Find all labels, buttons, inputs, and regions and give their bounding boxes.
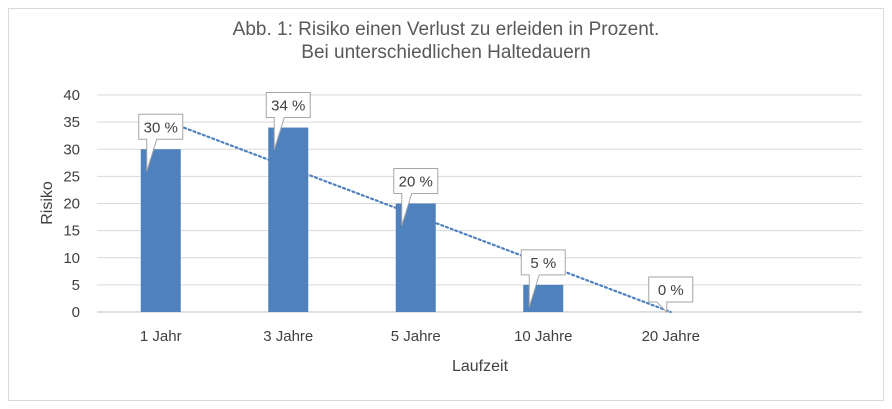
x-tick-label-4: 20 Jahre — [642, 328, 700, 345]
bar-1 — [268, 127, 309, 312]
data-label-text: 20 % — [399, 174, 433, 191]
data-label-callout-0: 30 % — [138, 113, 184, 172]
x-tick-label-0: 1 Jahr — [140, 328, 182, 345]
gridlines — [97, 94, 862, 313]
y-tick-label-35: 35 — [63, 114, 80, 131]
callout-box — [520, 249, 566, 308]
y-tick-label-30: 30 — [63, 141, 80, 158]
callout-box — [265, 92, 311, 150]
bar-0 — [140, 149, 181, 312]
y-tick-label-20: 20 — [63, 196, 80, 213]
data-label-callout-1: 34 % — [265, 92, 311, 150]
y-tick-label-15: 15 — [63, 223, 80, 240]
bars — [140, 127, 564, 312]
data-label-text: 30 % — [144, 119, 178, 136]
trendline-group — [159, 117, 672, 314]
y-tick-label-40: 40 — [63, 87, 80, 104]
data-label-callout-3: 5 % — [520, 249, 566, 308]
x-tick-label-1: 3 Jahre — [263, 328, 313, 345]
y-tick-label-25: 25 — [63, 168, 80, 185]
x-axis-ticks: 1 Jahr 3 Jahre 5 Jahre 10 Jahre 20 Jahre — [140, 328, 700, 345]
y-tick-label-5: 5 — [72, 277, 80, 294]
x-axis-title: Laufzeit — [452, 358, 509, 375]
chart-title-line-1: Abb. 1: Risiko einen Verlust zu erleiden… — [232, 19, 660, 40]
callout-box — [648, 276, 694, 314]
trendline — [159, 117, 672, 314]
data-label-text: 34 % — [271, 98, 305, 115]
chart-title-line-2: Bei unterschiedlichen Haltedauern — [301, 42, 591, 63]
callout-box — [393, 168, 439, 226]
data-label-text: 0 % — [658, 282, 684, 299]
y-axis-title: Risiko — [39, 181, 56, 225]
data-label-callout-4: 0 % — [648, 276, 694, 314]
y-tick-label-10: 10 — [63, 250, 80, 267]
data-labels: 30 % 34 % 20 % 5 % 0 % — [138, 92, 694, 314]
x-tick-label-2: 5 Jahre — [391, 328, 441, 345]
x-tick-label-3: 10 Jahre — [514, 328, 572, 345]
y-tick-label-0: 0 — [72, 304, 80, 321]
chart-title: Abb. 1: Risiko einen Verlust zu erleiden… — [0, 18, 892, 64]
y-axis-ticks: 0 5 10 15 20 25 30 35 40 — [63, 87, 80, 321]
data-label-callout-2: 20 % — [393, 168, 439, 226]
callout-box — [138, 113, 184, 172]
data-label-text: 5 % — [530, 255, 556, 272]
